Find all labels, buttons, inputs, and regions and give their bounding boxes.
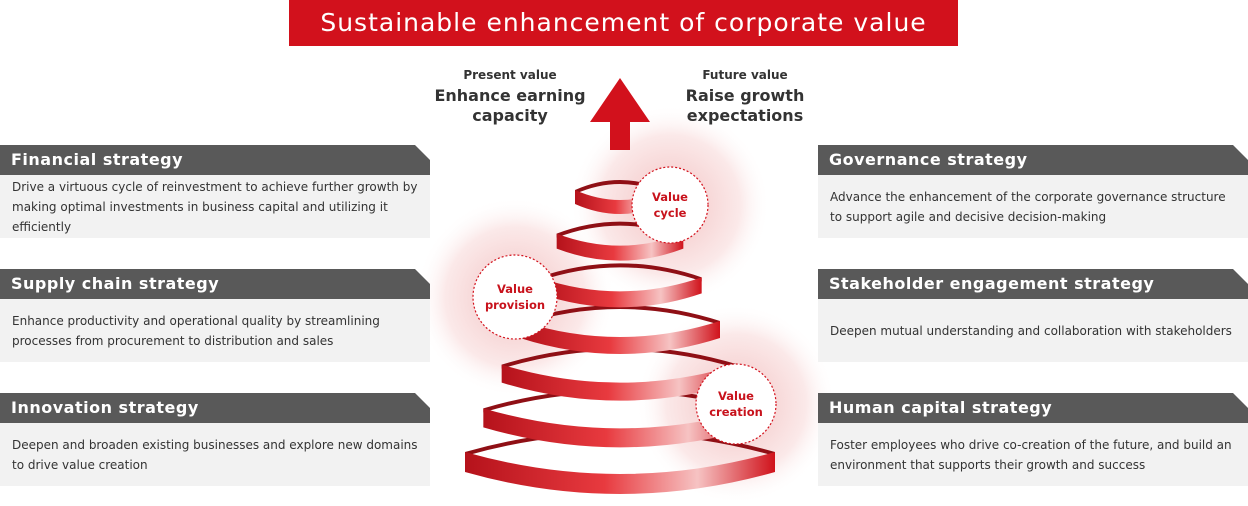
label: Present value (463, 68, 557, 82)
text: Raise growth expectations (685, 86, 805, 125)
strategy-text: Deepen mutual understanding and collabor… (818, 299, 1248, 362)
band-front (538, 277, 702, 308)
label: Future value (702, 68, 788, 82)
strategy-title: Supply chain strategy (0, 269, 430, 299)
circle-label: Value creation (709, 389, 763, 419)
circle-badge (695, 363, 777, 445)
strategy-text: Deepen and broaden existing businesses a… (0, 423, 430, 486)
strategy-title: Stakeholder engagement strategy (818, 269, 1248, 299)
strategy-panel: Financial strategy Drive a virtuous cycle… (0, 145, 430, 238)
strategy-panel: Human capital strategy Foster employees w… (818, 393, 1248, 486)
circle-label: Value cycle (652, 190, 688, 220)
strategy-panel: Supply chain strategy Enhance productivit… (0, 269, 430, 362)
future-value: Future value Raise growth expectations (670, 68, 820, 126)
title: Sustainable enhancement of corporate val… (289, 0, 958, 46)
circle-label: Value provision (484, 282, 546, 312)
band-front (556, 233, 684, 261)
band-back (520, 305, 720, 325)
text: Enhance earning capacity (434, 86, 586, 125)
circle-badge (472, 254, 558, 340)
strategy-panel: Innovation strategy Deepen and broaden ex… (0, 393, 430, 486)
present-value: Present value Enhance earning capacity (430, 68, 590, 126)
band-back (538, 263, 702, 282)
strategy-text: Advance the enhancement of the corporate… (818, 175, 1248, 238)
band-front (465, 452, 775, 494)
band-front (501, 364, 739, 401)
band-back (501, 346, 739, 369)
strategy-panel: Governance strategy Advance the enhanceme… (818, 145, 1248, 238)
strategy-text: Foster employees who drive co-creation o… (818, 423, 1248, 486)
strategy-panel: Stakeholder engagement strategy Deepen mu… (818, 269, 1248, 362)
circle-badge (631, 166, 709, 244)
band-front (520, 321, 720, 354)
strategy-title: Governance strategy (818, 145, 1248, 175)
strategy-text: Drive a virtuous cycle of reinvestment t… (0, 175, 430, 238)
strategy-title: Innovation strategy (0, 393, 430, 423)
strategy-title: Human capital strategy (818, 393, 1248, 423)
band-front (483, 408, 757, 448)
strategy-text: Enhance productivity and operational qua… (0, 299, 430, 362)
strategy-title: Financial strategy (0, 145, 430, 175)
